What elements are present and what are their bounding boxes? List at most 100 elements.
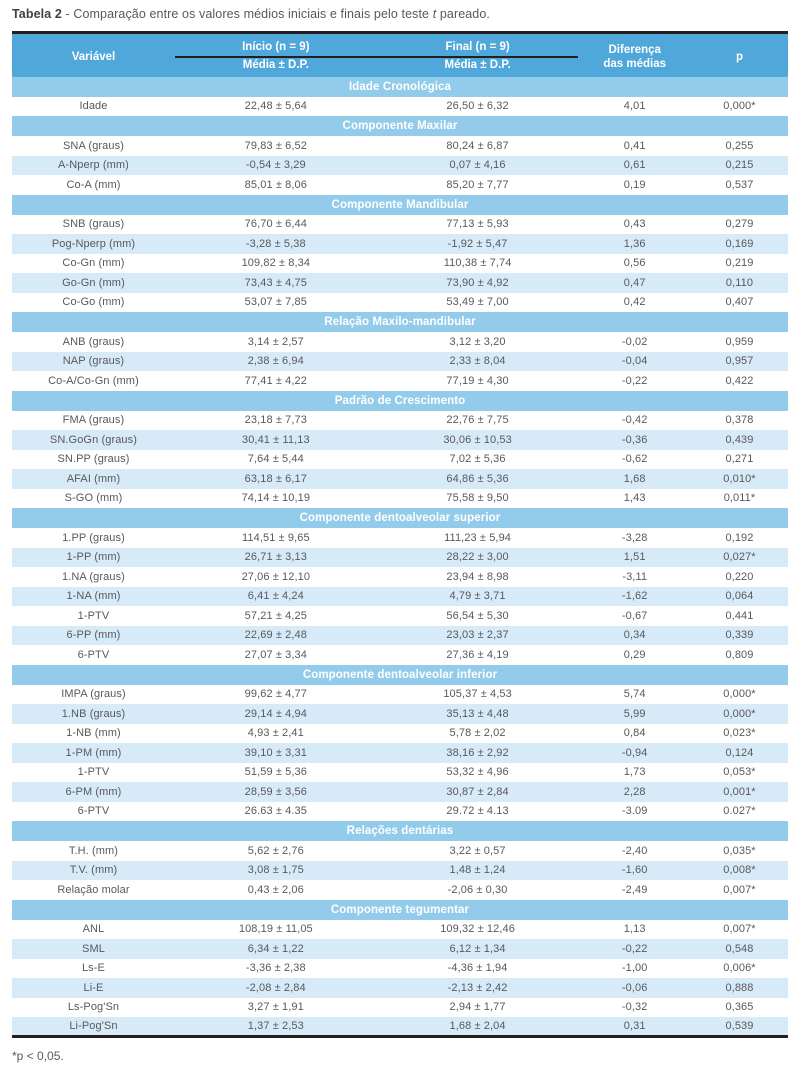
cell-p: 0,064 [690,586,788,606]
cell-variable: 1-NB (mm) [12,723,175,743]
cell-p: 0,255 [690,136,788,156]
cell-variable: IMPA (graus) [12,684,175,704]
cell-inicio-media-dp: 53,07 ± 7,85 [174,292,377,312]
cell-variable: SML [12,939,175,959]
cell-p: 0,888 [690,978,788,998]
table-row: Ls-Pog'Sn 3,27 ± 1,91 2,94 ± 1,77 -0,32 0,36… [12,997,788,1017]
cell-final-media-dp: 64,86 ± 5,36 [376,469,579,489]
cell-final-media-dp: 2,94 ± 1,77 [376,997,579,1017]
cell-variable: 1.PP (graus) [12,528,175,548]
cell-variable: Co-Go (mm) [12,292,175,312]
cell-inicio-media-dp: 3,27 ± 1,91 [174,997,377,1017]
cell-final-media-dp: 77,19 ± 4,30 [376,371,579,391]
col-header-inicio: Início (n = 9) [174,32,377,58]
cell-diferenca: 5,74 [578,684,691,704]
caption-text-end: pareado. [436,7,490,21]
cell-variable: 1-PTV [12,762,175,782]
cell-diferenca: -1,60 [578,860,691,880]
table-body: Idade Cronológica Idade 22,48 ± 5,64 26,50 … [12,76,788,1037]
subheader-media-dp-inicio: Média ± D.P. [174,56,377,77]
cell-p: 0,000* [690,96,788,116]
cell-diferenca: -0,04 [578,351,691,371]
cell-diferenca: -0,02 [578,332,691,352]
cell-diferenca: -2,49 [578,880,691,900]
cell-final-media-dp: 38,16 ± 2,92 [376,743,579,763]
cell-diferenca: 0,34 [578,625,691,645]
section-title: Componente dentoalveolar inferior [12,664,788,685]
cell-p: 0,220 [690,567,788,587]
cell-final-media-dp: 56,54 ± 5,30 [376,606,579,626]
cell-final-media-dp: 35,13 ± 4,48 [376,704,579,724]
cell-diferenca: -3.09 [578,801,691,821]
cell-final-media-dp: 1,68 ± 2,04 [376,1017,579,1037]
cell-final-media-dp: 6,12 ± 1,34 [376,939,579,959]
cell-diferenca: 4,01 [578,96,691,116]
cell-diferenca: 1,13 [578,919,691,939]
table-row: Relação molar 0,43 ± 2,06 -2,06 ± 0,30 -2,4… [12,880,788,900]
cell-variable: Co-A (mm) [12,175,175,195]
cell-p: 0,539 [690,1017,788,1037]
cell-variable: 1.NA (graus) [12,567,175,587]
cell-p: 0,192 [690,528,788,548]
cell-inicio-media-dp: 74,14 ± 10,19 [174,488,377,508]
cell-p: 0,053* [690,762,788,782]
table-row: 1-NA (mm) 6,41 ± 4,24 4,79 ± 3,71 -1,62 0,06… [12,586,788,606]
caption-italic-t: t [432,7,437,21]
cell-p: 0,441 [690,606,788,626]
cell-p: 0,007* [690,919,788,939]
cell-diferenca: 1,43 [578,488,691,508]
cell-final-media-dp: 110,38 ± 7,74 [376,253,579,273]
cell-diferenca: 0,43 [578,214,691,234]
cell-inicio-media-dp: 79,83 ± 6,52 [174,136,377,156]
cell-diferenca: -1,62 [578,586,691,606]
cell-inicio-media-dp: 29,14 ± 4,94 [174,704,377,724]
table-row: 6-PTV 27,07 ± 3,34 27,36 ± 4,19 0,29 0,809 [12,645,788,665]
section-header-row: Componente dentoalveolar inferior [12,664,788,685]
table-row: ANL 108,19 ± 11,05 109,32 ± 12,46 1,13 0,007… [12,919,788,939]
cell-variable: Ls-E [12,958,175,978]
cell-diferenca: 0,31 [578,1017,691,1037]
cell-p: 0,006* [690,958,788,978]
cell-diferenca: 0,56 [578,253,691,273]
diferenca-line2: das médias [603,58,667,71]
cell-final-media-dp: 73,90 ± 4,92 [376,273,579,293]
cell-p: 0,439 [690,430,788,450]
cell-inicio-media-dp: 27,06 ± 12,10 [174,567,377,587]
table-row: Ls-E -3,36 ± 2,38 -4,36 ± 1,94 -1,00 0,006* [12,958,788,978]
table-row: Pog-Nperp (mm) -3,28 ± 5,38 -1,92 ± 5,47 1,… [12,234,788,254]
cell-diferenca: 1,36 [578,234,691,254]
cell-final-media-dp: 26,50 ± 6,32 [376,96,579,116]
cell-diferenca: 0,42 [578,292,691,312]
cell-inicio-media-dp: 3,08 ± 1,75 [174,860,377,880]
section-title: Relação Maxilo-mandibular [12,312,788,332]
cell-variable: SN.GoGn (graus) [12,430,175,450]
section-title: Padrão de Crescimento [12,390,788,411]
cell-final-media-dp: 85,20 ± 7,77 [376,175,579,195]
cell-diferenca: 1,73 [578,762,691,782]
cell-inicio-media-dp: -3,36 ± 2,38 [174,958,377,978]
cell-final-media-dp: 111,23 ± 5,94 [376,528,579,548]
table-row: NAP (graus) 2,38 ± 6,94 2,33 ± 8,04 -0,04 0,… [12,351,788,371]
table-row: IMPA (graus) 99,62 ± 4,77 105,37 ± 4,53 5,7… [12,684,788,704]
cell-final-media-dp: 23,03 ± 2,37 [376,625,579,645]
cell-diferenca: -0,67 [578,606,691,626]
cell-inicio-media-dp: 26,71 ± 3,13 [174,547,377,567]
cell-diferenca: 0,84 [578,723,691,743]
cell-variable: T.H. (mm) [12,841,175,861]
table-row: 1.NB (graus) 29,14 ± 4,94 35,13 ± 4,48 5,99… [12,704,788,724]
cell-variable: 1-PTV [12,606,175,626]
table-row: T.H. (mm) 5,62 ± 2,76 3,22 ± 0,57 -2,40 0,03… [12,841,788,861]
table-row: Li-E -2,08 ± 2,84 -2,13 ± 2,42 -0,06 0,888 [12,978,788,998]
cell-inicio-media-dp: 22,69 ± 2,48 [174,625,377,645]
section-header-row: Relações dentárias [12,821,788,841]
section-header-row: Idade Cronológica [12,76,788,97]
cell-p: 0,548 [690,939,788,959]
cell-p: 0,959 [690,332,788,352]
cell-p: 0,169 [690,234,788,254]
cell-diferenca: -0,94 [578,743,691,763]
cell-p: 0,110 [690,273,788,293]
cell-variable: Idade [12,96,175,116]
table-row: Co-A (mm) 85,01 ± 8,06 85,20 ± 7,77 0,19 0,5… [12,175,788,195]
cell-diferenca: 1,51 [578,547,691,567]
cell-variable: Co-A/Co-Gn (mm) [12,371,175,391]
